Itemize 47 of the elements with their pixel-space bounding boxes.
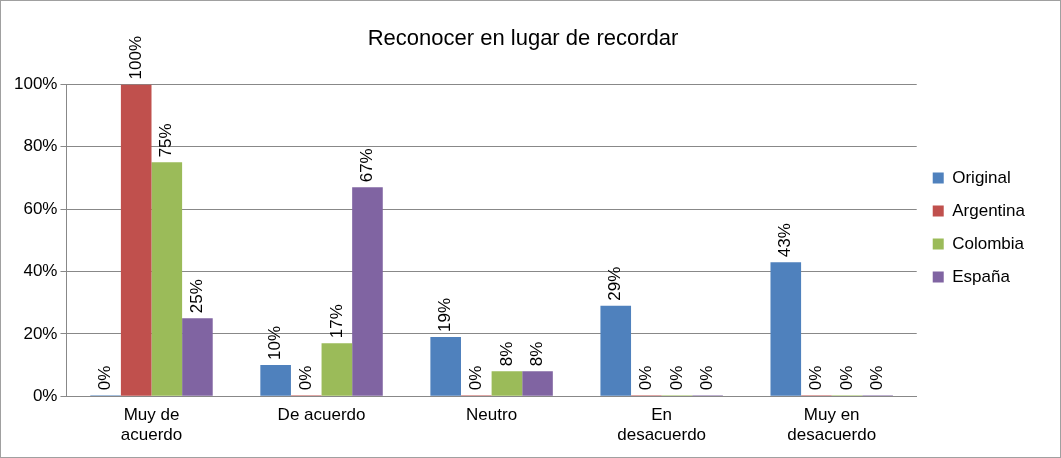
data-label: 8% — [496, 341, 516, 367]
bar — [182, 318, 213, 396]
legend-label: Argentina — [952, 200, 1026, 220]
bar — [600, 305, 632, 396]
data-label: 29% — [605, 266, 625, 301]
bar — [522, 371, 553, 396]
bar — [321, 343, 353, 396]
data-label: 25% — [187, 279, 207, 314]
y-tick-label: 60% — [23, 198, 58, 218]
data-label: 100% — [125, 35, 145, 80]
bar — [352, 187, 383, 396]
bar — [430, 336, 461, 396]
bar — [260, 365, 291, 396]
data-label: 0% — [666, 365, 686, 391]
data-label: 0% — [636, 365, 656, 391]
x-tick-label: Muy en desacuerdo — [787, 405, 877, 445]
x-tick-label: Muy de acuerdo — [120, 405, 183, 445]
data-label: 0% — [836, 365, 856, 391]
data-label: 0% — [95, 365, 115, 391]
x-tick-label: En desacuerdo — [617, 405, 707, 445]
bar — [151, 162, 183, 396]
data-label: 0% — [295, 365, 315, 391]
bar — [491, 371, 523, 396]
y-tick-label: 0% — [32, 385, 58, 405]
data-label: 17% — [326, 304, 346, 339]
data-label: 0% — [697, 365, 717, 391]
legend-label: España — [952, 266, 1011, 286]
bar — [120, 84, 152, 396]
y-tick-label: 80% — [23, 136, 58, 156]
legend-label: Colombia — [952, 233, 1025, 253]
data-label: 75% — [156, 123, 176, 158]
chart-title: Reconocer en lugar de recordar — [367, 25, 679, 51]
data-label: 0% — [867, 365, 887, 391]
x-tick-label: De acuerdo — [277, 405, 366, 425]
legend-label: Original — [952, 167, 1011, 187]
y-tick-label: 100% — [14, 74, 58, 94]
data-label: 8% — [527, 341, 547, 367]
data-label: 67% — [357, 148, 377, 183]
y-tick-label: 20% — [23, 323, 58, 343]
data-label: 0% — [806, 365, 826, 391]
bar — [770, 262, 802, 396]
data-label: 19% — [435, 297, 455, 332]
y-tick-label: 40% — [23, 261, 58, 281]
data-label: 0% — [465, 365, 485, 391]
data-label: 10% — [265, 325, 285, 361]
x-tick-label: Neutro — [466, 405, 518, 425]
data-label: 43% — [775, 223, 795, 258]
